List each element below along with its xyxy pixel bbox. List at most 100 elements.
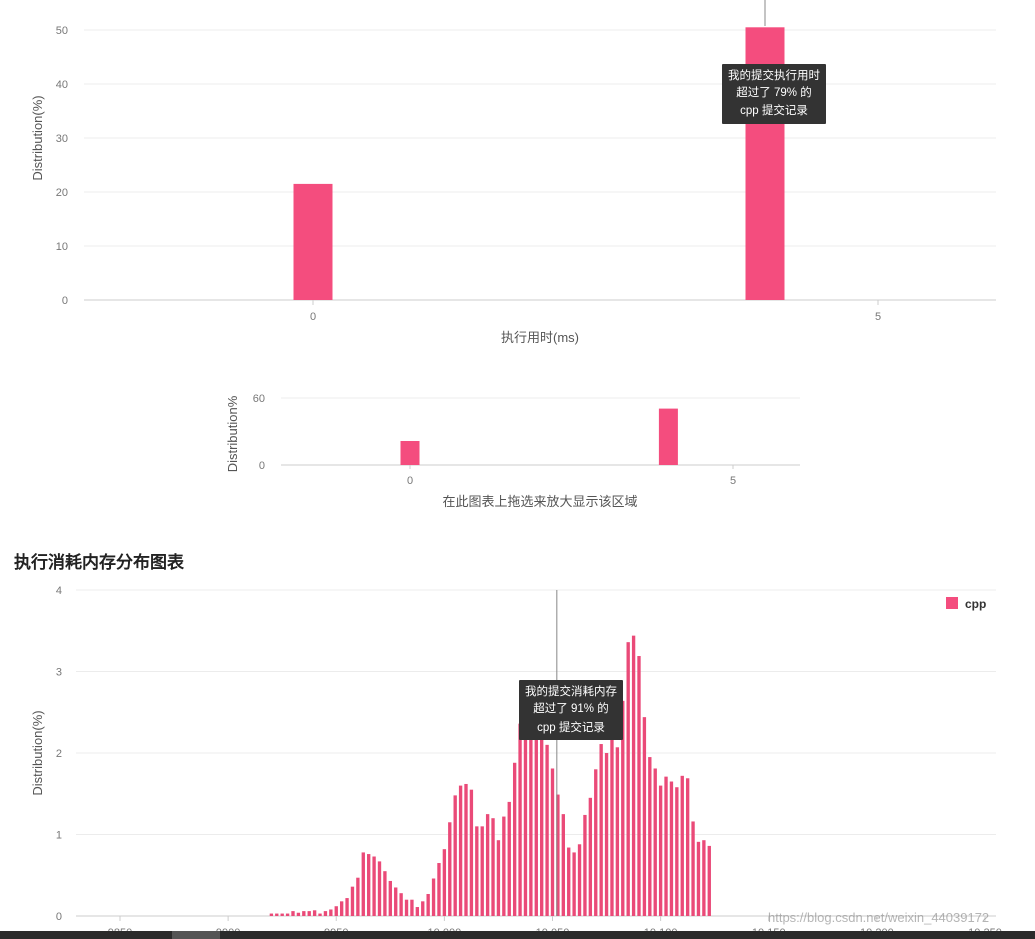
c3-bar[interactable] — [377, 861, 382, 916]
c3-bar[interactable] — [296, 912, 301, 916]
c3-bar[interactable] — [648, 757, 652, 916]
c3-bar[interactable] — [642, 717, 647, 916]
c1-bar[interactable] — [293, 183, 333, 300]
c3-legend[interactable]: cpp — [946, 597, 986, 611]
c3-bar[interactable] — [604, 753, 609, 916]
c3-bar[interactable] — [426, 893, 430, 916]
c3-bar[interactable] — [512, 762, 517, 916]
c3-bar[interactable] — [453, 795, 457, 916]
c3-bar[interactable] — [442, 849, 447, 916]
c3-bar[interactable] — [394, 887, 398, 916]
c3-bar[interactable] — [431, 878, 436, 916]
c3-bar[interactable] — [361, 852, 365, 916]
c3-bar[interactable] — [599, 744, 603, 916]
c3-bar[interactable] — [702, 840, 706, 916]
c3-bar[interactable] — [356, 877, 360, 916]
c3-bar[interactable] — [448, 822, 452, 916]
c3-bar[interactable] — [367, 854, 371, 916]
c3-bar[interactable] — [329, 909, 333, 916]
c3-bar[interactable] — [556, 794, 560, 916]
c2-bar[interactable] — [658, 408, 678, 465]
c3-bar[interactable] — [523, 717, 528, 916]
c3-bar[interactable] — [269, 913, 274, 916]
c3-bar[interactable] — [675, 787, 679, 916]
c3-bar[interactable] — [415, 907, 420, 916]
c3-bar[interactable] — [577, 844, 582, 916]
c3-bar[interactable] — [339, 901, 344, 916]
c3-bar[interactable] — [485, 814, 490, 916]
c3-bar[interactable] — [318, 913, 322, 916]
c3-bar[interactable] — [545, 744, 549, 916]
c3-bar[interactable] — [685, 778, 690, 916]
c3-bar[interactable] — [502, 816, 506, 916]
c1-y-tick: 20 — [56, 187, 68, 199]
c3-bar[interactable] — [334, 906, 338, 916]
c3-bar[interactable] — [285, 913, 290, 916]
c3-bar[interactable] — [669, 781, 674, 916]
c3-bar[interactable] — [496, 840, 501, 916]
c3-bar[interactable] — [529, 700, 533, 916]
c3-bar[interactable] — [594, 769, 598, 916]
c3-tooltip-line-1: 我的提交消耗内存 — [525, 684, 617, 698]
c3-bar[interactable] — [550, 768, 555, 916]
c2-bar[interactable] — [400, 440, 420, 465]
c3-bar[interactable] — [626, 642, 630, 916]
c3-bar[interactable] — [410, 899, 414, 916]
c3-bar[interactable] — [404, 899, 409, 916]
c3-bar[interactable] — [691, 821, 695, 916]
c2-bars[interactable] — [400, 408, 678, 465]
c3-bar[interactable] — [507, 801, 511, 916]
c3-bar[interactable] — [291, 911, 295, 916]
c3-bar[interactable] — [437, 863, 441, 916]
c3-bar[interactable] — [312, 910, 317, 916]
c3-bar[interactable] — [475, 826, 479, 916]
c3-bar[interactable] — [561, 814, 565, 916]
c3-bar[interactable] — [588, 797, 593, 916]
c3-bar[interactable] — [583, 814, 587, 916]
horizontal-scrollbar[interactable] — [0, 931, 1035, 939]
c1-y-tick: 50 — [56, 25, 68, 37]
c3-bar[interactable] — [707, 845, 711, 916]
c3-bar[interactable] — [388, 880, 392, 916]
c3-bar[interactable] — [637, 656, 641, 916]
c3-bar[interactable] — [610, 738, 614, 916]
c3-bar[interactable] — [658, 785, 663, 916]
c1-bars[interactable] — [293, 27, 785, 301]
c3-bar[interactable] — [383, 871, 387, 916]
c3-bar[interactable] — [275, 913, 279, 916]
c3-bar[interactable] — [469, 789, 474, 916]
c3-bar[interactable] — [534, 701, 538, 916]
c3-bar[interactable] — [540, 718, 544, 916]
c3-bar[interactable] — [567, 847, 571, 916]
c3-bar[interactable] — [421, 901, 425, 916]
c3-tooltip: 我的提交消耗内存 超过了 91% 的 cpp 提交记录 — [519, 680, 623, 740]
c3-bars[interactable] — [269, 635, 711, 916]
c3-bar[interactable] — [345, 898, 349, 916]
c3-bar[interactable] — [615, 747, 620, 916]
c3-bar[interactable] — [680, 775, 684, 916]
c3-bar[interactable] — [518, 723, 522, 916]
c3-bar[interactable] — [458, 785, 463, 916]
c3-bar[interactable] — [664, 776, 668, 916]
c3-bar[interactable] — [653, 768, 657, 916]
c3-bar[interactable] — [280, 913, 284, 916]
c3-bar[interactable] — [480, 826, 484, 916]
c3-bar[interactable] — [323, 911, 328, 916]
c3-bar[interactable] — [491, 818, 495, 916]
c3-y-tick: 3 — [56, 667, 62, 679]
c3-bar[interactable] — [372, 856, 376, 916]
c3-bar[interactable] — [631, 635, 636, 916]
c3-bar[interactable] — [572, 852, 576, 916]
c3-bar[interactable] — [621, 700, 625, 916]
c3-bar[interactable] — [464, 783, 468, 916]
scrollbar-thumb[interactable] — [172, 931, 220, 939]
c3-bar[interactable] — [399, 893, 403, 916]
c3-bar[interactable] — [307, 911, 311, 916]
c3-bar[interactable] — [350, 886, 355, 916]
c3-bar[interactable] — [696, 841, 701, 916]
c3-bar[interactable] — [302, 911, 306, 916]
